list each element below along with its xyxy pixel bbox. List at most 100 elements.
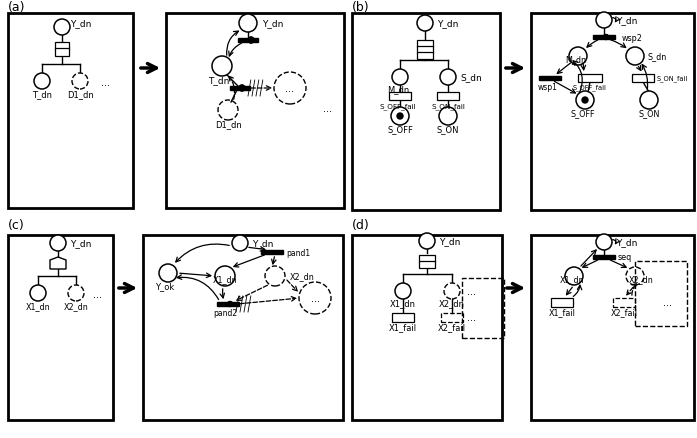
Bar [8, 14, 133, 208]
Text: seq: seq [618, 253, 632, 262]
Text: ...: ... [286, 84, 295, 94]
Bar [613, 298, 635, 307]
Circle shape [397, 114, 403, 120]
Text: pand2: pand2 [213, 309, 237, 318]
Circle shape [604, 35, 608, 40]
Bar [578, 75, 602, 83]
Bar [55, 43, 69, 51]
Circle shape [395, 283, 411, 299]
Bar [632, 75, 654, 83]
Text: S_ON_fail: S_ON_fail [431, 103, 465, 110]
Circle shape [596, 13, 612, 29]
Circle shape [596, 234, 612, 251]
Text: wsp2: wsp2 [622, 33, 643, 42]
Bar [392, 313, 414, 322]
Text: wsp1: wsp1 [538, 82, 558, 91]
Bar [230, 87, 250, 91]
Bar [437, 93, 459, 101]
Text: D1_dn: D1_dn [67, 90, 93, 99]
Circle shape [34, 74, 50, 90]
Text: T_dn: T_dn [208, 76, 230, 85]
Circle shape [239, 15, 257, 33]
Text: X1_dn: X1_dn [213, 275, 237, 284]
Text: ...: ... [664, 297, 673, 307]
Text: S_dn: S_dn [460, 73, 482, 82]
Text: S_OFF_fail: S_OFF_fail [573, 85, 607, 91]
Bar [389, 93, 411, 101]
Circle shape [239, 86, 245, 92]
Bar [462, 279, 504, 338]
Text: Y_dn: Y_dn [616, 17, 637, 25]
Bar [417, 40, 433, 47]
Circle shape [576, 92, 594, 110]
Bar [539, 77, 561, 81]
Circle shape [54, 20, 70, 36]
Bar [593, 255, 615, 259]
Circle shape [248, 38, 254, 44]
Text: S_OFF: S_OFF [387, 125, 413, 134]
Text: pand1: pand1 [286, 248, 310, 257]
Bar [419, 261, 435, 268]
Text: X1_dn: X1_dn [560, 275, 584, 284]
Text: X2_dn: X2_dn [439, 299, 465, 308]
Circle shape [582, 98, 588, 104]
Circle shape [232, 236, 248, 251]
Text: Y_dn: Y_dn [70, 19, 91, 28]
Text: Y_ok: Y_ok [155, 282, 175, 291]
Bar [593, 36, 615, 40]
Text: S_ON: S_ON [437, 125, 459, 134]
Circle shape [212, 57, 232, 77]
Circle shape [239, 86, 245, 92]
Bar [217, 302, 239, 306]
Text: X1_dn: X1_dn [26, 302, 50, 311]
Circle shape [391, 108, 409, 126]
Circle shape [419, 233, 435, 249]
Text: X2_fail: X2_fail [611, 308, 638, 317]
Text: S_OFF: S_OFF [571, 109, 595, 118]
Text: (c): (c) [8, 219, 25, 232]
Text: X2_dn: X2_dn [629, 275, 653, 284]
Text: ...: ... [93, 290, 102, 299]
Circle shape [417, 16, 433, 32]
Text: Y_dn: Y_dn [252, 239, 273, 248]
Circle shape [565, 267, 583, 285]
Text: S_dn: S_dn [647, 53, 666, 61]
Circle shape [640, 92, 658, 110]
Bar [531, 236, 694, 420]
Text: T_dn: T_dn [32, 90, 52, 99]
Text: X2_dn: X2_dn [63, 302, 89, 311]
Text: D1_dn: D1_dn [215, 120, 241, 129]
Circle shape [227, 302, 233, 307]
Circle shape [215, 266, 235, 286]
Bar [8, 236, 113, 420]
Text: (a): (a) [8, 0, 26, 14]
Text: Y_dn: Y_dn [616, 238, 637, 247]
Bar [352, 14, 500, 211]
Circle shape [604, 35, 608, 40]
Circle shape [569, 48, 587, 66]
Bar [166, 14, 344, 208]
Text: S_OFF_fail: S_OFF_fail [380, 103, 416, 110]
Text: Y_dn: Y_dn [439, 237, 461, 246]
Bar [417, 46, 433, 53]
Text: ...: ... [100, 78, 109, 88]
Circle shape [50, 236, 66, 251]
Text: S_ON: S_ON [638, 109, 659, 118]
Polygon shape [50, 258, 66, 269]
Bar [143, 236, 343, 420]
Bar [417, 53, 433, 60]
Bar [531, 14, 694, 211]
Bar [419, 255, 435, 262]
Circle shape [392, 70, 408, 86]
Text: ...: ... [323, 104, 332, 114]
Text: S_ON_fail: S_ON_fail [657, 75, 688, 82]
Text: Y_dn: Y_dn [262, 19, 284, 28]
Text: Y_dn: Y_dn [437, 19, 459, 28]
Bar [635, 261, 687, 326]
Bar [352, 236, 502, 420]
Text: (b): (b) [352, 0, 369, 14]
Text: X1_dn: X1_dn [390, 299, 416, 308]
Circle shape [440, 70, 456, 86]
Circle shape [439, 108, 457, 126]
Circle shape [30, 285, 46, 301]
